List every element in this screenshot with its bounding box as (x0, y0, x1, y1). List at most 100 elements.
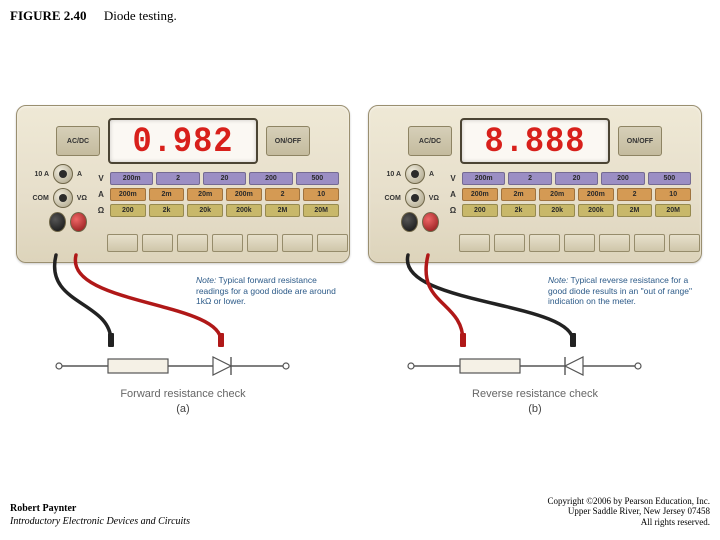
note-text: Typical reverse resistance for a good di… (548, 275, 692, 306)
pushbutton (247, 234, 278, 252)
port-sublabel: A (77, 171, 82, 178)
display-value: 8.888 (484, 121, 585, 162)
note-text: Typical forward resistance readings for … (196, 275, 336, 306)
jack (405, 188, 425, 208)
acdc-button: AC/DC (408, 126, 452, 156)
footer-left: Robert Paynter Introductory Electronic D… (10, 503, 190, 528)
port-column: 10 A A COM VΩ (379, 164, 439, 236)
range-chip: 20 (555, 172, 598, 185)
port-sublabel: VΩ (77, 195, 87, 202)
range-chip: 2k (501, 204, 537, 217)
pushbutton (282, 234, 313, 252)
probe-jack-red (422, 212, 439, 232)
author-name: Robert Paynter (10, 503, 190, 516)
panel-0: AC/DC0.982ON/OFF10 AACOMVΩV200m220200500… (16, 105, 350, 415)
range-chip: 20m (187, 188, 223, 201)
pushbutton (212, 234, 243, 252)
caption-main: Reverse resistance check (368, 388, 702, 400)
range-chip: 20m (539, 188, 575, 201)
range-chip: 2m (501, 188, 537, 201)
note-box: Note: Typical reverse resistance for a g… (548, 275, 696, 307)
range-chip: 2k (149, 204, 185, 217)
port-label: COM (379, 195, 401, 202)
range-chip: 2 (265, 188, 301, 201)
port-label: COM (27, 195, 49, 202)
pushbutton-row (107, 234, 348, 252)
pushbutton (599, 234, 630, 252)
diagram-panels: AC/DC0.982ON/OFF10 AACOMVΩV200m220200500… (16, 105, 702, 415)
diode-schematic (368, 348, 702, 384)
probe-jack-red (70, 212, 87, 232)
pushbutton (634, 234, 665, 252)
range-chip: 200k (226, 204, 262, 217)
range-chip: 20k (539, 204, 575, 217)
range-row-label: A (95, 190, 107, 199)
onoff-button: ON/OFF (266, 126, 310, 156)
footer-right: Copyright ©2006 by Pearson Education, In… (547, 496, 710, 528)
acdc-button: AC/DC (56, 126, 100, 156)
pushbutton (177, 234, 208, 252)
range-chip: 10 (655, 188, 691, 201)
lcd-display: 0.982 (108, 118, 258, 164)
display-value: 0.982 (132, 121, 233, 162)
range-row-label: V (447, 174, 459, 183)
pushbutton (564, 234, 595, 252)
range-chip: 200k (578, 204, 614, 217)
caption-main: Forward resistance check (16, 388, 350, 400)
range-chip: 20M (655, 204, 691, 217)
onoff-button: ON/OFF (618, 126, 662, 156)
range-row-label: V (95, 174, 107, 183)
jack (53, 188, 73, 208)
range-row-label: Ω (95, 206, 107, 215)
port-sublabel: A (429, 171, 434, 178)
note-label: Note: (196, 275, 216, 285)
range-chip: 200m (226, 188, 262, 201)
range-chip: 200m (578, 188, 614, 201)
port-sublabel: VΩ (429, 195, 439, 202)
note-label: Note: (548, 275, 568, 285)
pushbutton (494, 234, 525, 252)
range-row-label: A (447, 190, 459, 199)
range-table: V200m220200500A200m2m20m200m210Ω2002k20k… (447, 172, 691, 220)
range-chip: 2m (149, 188, 185, 201)
jack (53, 164, 73, 184)
figure-header: FIGURE 2.40 Diode testing. (10, 8, 177, 24)
range-chip: 200m (462, 188, 498, 201)
lcd-display: 8.888 (460, 118, 610, 164)
copyright-line-2: Upper Saddle River, New Jersey 07458 (547, 506, 710, 517)
range-chip: 200 (462, 204, 498, 217)
range-chip: 500 (296, 172, 339, 185)
port-column: 10 A A COM VΩ (27, 164, 87, 236)
range-chip: 200m (110, 188, 146, 201)
multimeter: AC/DC0.982ON/OFF10 AACOMVΩV200m220200500… (16, 105, 350, 263)
probe-jack-black (49, 212, 66, 232)
pushbutton (107, 234, 138, 252)
range-chip: 500 (648, 172, 691, 185)
pushbutton (529, 234, 560, 252)
diode-schematic (16, 348, 350, 384)
range-chip: 10 (303, 188, 339, 201)
multimeter: AC/DC8.888ON/OFF10 AACOMVΩV200m220200500… (368, 105, 702, 263)
pushbutton (317, 234, 348, 252)
copyright-line-1: Copyright ©2006 by Pearson Education, In… (547, 496, 710, 507)
range-chip: 200 (110, 204, 146, 217)
range-chip: 2M (265, 204, 301, 217)
figure-title: Diode testing. (104, 8, 177, 23)
range-chip: 2 (156, 172, 199, 185)
range-chip: 2M (617, 204, 653, 217)
pushbutton-row (459, 234, 700, 252)
port-label: 10 A (27, 171, 49, 178)
range-chip: 20M (303, 204, 339, 217)
range-table: V200m220200500A200m2m20m200m210Ω2002k20k… (95, 172, 339, 220)
panel-1: AC/DC8.888ON/OFF10 AACOMVΩV200m220200500… (368, 105, 702, 415)
jack (405, 164, 425, 184)
range-row-label: Ω (447, 206, 459, 215)
range-chip: 2 (508, 172, 551, 185)
caption-sub: (b) (368, 403, 702, 415)
range-chip: 20 (203, 172, 246, 185)
port-label: 10 A (379, 171, 401, 178)
copyright-line-3: All rights reserved. (547, 517, 710, 528)
figure-number: FIGURE 2.40 (10, 8, 87, 23)
range-chip: 200m (462, 172, 505, 185)
caption-sub: (a) (16, 403, 350, 415)
